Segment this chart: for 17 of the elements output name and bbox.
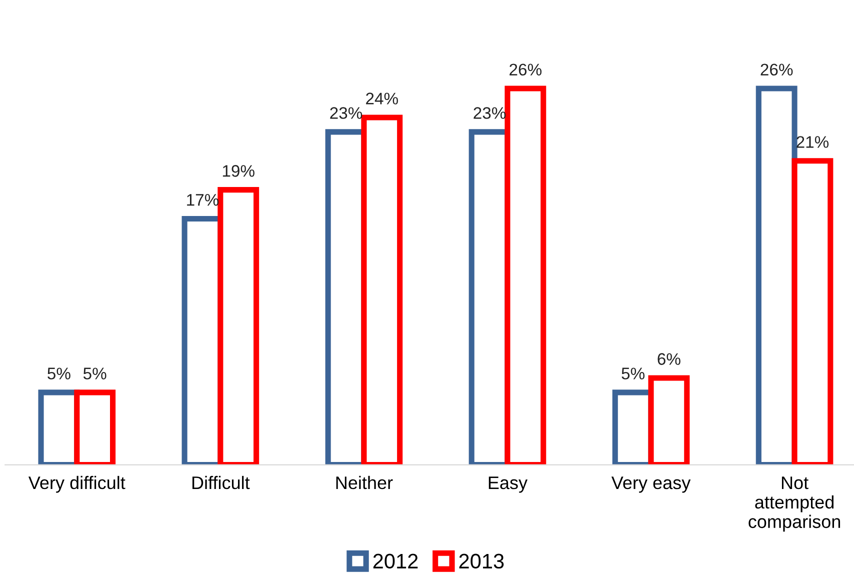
data-label: 6% xyxy=(658,353,680,365)
x-tick-label: Difficult xyxy=(192,476,250,490)
data-label: 19% xyxy=(222,165,254,177)
x-tick-label: Neither xyxy=(336,476,393,490)
x-tick-label: Not attempted comparison xyxy=(748,476,840,532)
legend-label: 2012 xyxy=(373,554,418,569)
data-label: 5% xyxy=(622,368,645,380)
data-label: 26% xyxy=(760,64,793,76)
data-label: 5% xyxy=(83,368,106,380)
x-tick-label: Easy xyxy=(488,476,528,493)
legend-label: 2013 xyxy=(459,554,504,569)
data-label: 23% xyxy=(330,107,362,119)
x-tick-label: Very difficult xyxy=(28,476,126,493)
data-label: 26% xyxy=(510,64,542,76)
data-label: 24% xyxy=(366,92,398,104)
x-tick-label: Very easy xyxy=(611,476,691,493)
data-label: 5% xyxy=(48,368,70,380)
